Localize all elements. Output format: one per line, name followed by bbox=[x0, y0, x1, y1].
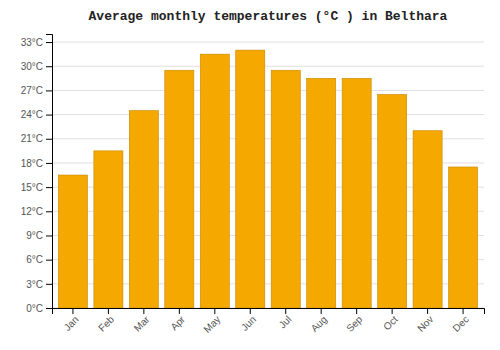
y-tick: 0°C bbox=[26, 303, 52, 314]
y-tick-label: 15°C bbox=[21, 182, 43, 193]
x-tick: Oct bbox=[381, 308, 400, 332]
y-tick-label: 21°C bbox=[21, 133, 43, 144]
x-tick-label: Sep bbox=[344, 313, 365, 334]
y-tick-mark bbox=[46, 115, 52, 116]
x-tick: Jul bbox=[277, 308, 294, 330]
x-tick-mark bbox=[427, 308, 428, 314]
y-tick-label: 9°C bbox=[26, 230, 43, 241]
bar bbox=[236, 50, 265, 308]
y-tick-mark bbox=[46, 42, 52, 43]
y-tick: 27°C bbox=[21, 85, 52, 96]
bar bbox=[307, 78, 336, 308]
y-tick: 30°C bbox=[21, 61, 52, 72]
x-tick-mark bbox=[463, 308, 464, 314]
x-tick: Sep bbox=[344, 308, 365, 334]
x-tick: Nov bbox=[415, 308, 435, 334]
y-tick-label: 27°C bbox=[21, 85, 43, 96]
y-tick-mark bbox=[46, 187, 52, 188]
x-tick-mark bbox=[72, 308, 73, 314]
y-tick-label: 3°C bbox=[26, 279, 43, 290]
x-tick-mark bbox=[250, 308, 251, 314]
x-tick-mark bbox=[214, 308, 215, 314]
y-tick-mark bbox=[46, 284, 52, 285]
x-tick-label: Feb bbox=[96, 313, 116, 333]
plot: 0°C 3°C 6°C 9°C 12°C 15°C 18°C 21°C 24°C 27°C 30°C… bbox=[21, 35, 485, 335]
y-tick: 15°C bbox=[21, 182, 52, 193]
y-tick-label: 0°C bbox=[26, 303, 43, 314]
title: Average monthly temperatures (°C ) in Be… bbox=[89, 9, 448, 24]
bar bbox=[413, 131, 442, 308]
x-axis-line bbox=[53, 309, 485, 315]
y-tick-mark bbox=[46, 66, 52, 67]
y-tick-label: 6°C bbox=[26, 254, 43, 265]
bar bbox=[58, 175, 87, 308]
x-tick-mark bbox=[356, 308, 357, 314]
y-axis-line bbox=[46, 35, 53, 309]
x-tick-mark bbox=[321, 308, 322, 314]
y-tick-label: 12°C bbox=[21, 206, 43, 217]
x-tick-label: Oct bbox=[381, 314, 400, 333]
y-tick-mark bbox=[46, 90, 52, 91]
y-tick: 24°C bbox=[21, 109, 52, 120]
y-tick-mark bbox=[46, 308, 52, 309]
y-tick-mark bbox=[46, 139, 52, 140]
x-tick-mark bbox=[108, 308, 109, 314]
y-tick: 18°C bbox=[21, 158, 52, 169]
x-tick-label: Jul bbox=[277, 314, 294, 331]
x-tick-label: Jan bbox=[62, 314, 81, 333]
bar bbox=[271, 70, 300, 308]
x-tick-mark bbox=[143, 308, 144, 314]
x-tick-mark bbox=[392, 308, 393, 314]
grid-line bbox=[52, 66, 484, 67]
x-tick: Aug bbox=[309, 308, 329, 334]
x-tick-label: Aug bbox=[309, 314, 329, 334]
y-tick: 9°C bbox=[26, 230, 52, 241]
y-tick-mark bbox=[46, 235, 52, 236]
x-tick-label: Nov bbox=[415, 314, 435, 334]
x-tick-label: Jun bbox=[239, 314, 258, 333]
y-tick-label: 18°C bbox=[21, 158, 43, 169]
x-tick-mark bbox=[285, 308, 286, 314]
y-tick: 3°C bbox=[26, 279, 52, 290]
grid-line bbox=[52, 90, 484, 91]
x-tick-mark bbox=[179, 308, 180, 314]
x-axis: Jan Feb Mar Apr May Jun Jul Aug Sep Oct Nov Dec bbox=[53, 308, 485, 335]
bars bbox=[58, 50, 477, 308]
bar bbox=[378, 94, 407, 308]
x-tick-label: Mar bbox=[132, 313, 152, 333]
x-tick: Feb bbox=[96, 308, 116, 334]
y-tick-mark bbox=[46, 211, 52, 212]
x-tick: Jan bbox=[62, 308, 81, 333]
y-tick-label: 24°C bbox=[21, 109, 43, 120]
chart: 0°C 3°C 6°C 9°C 12°C 15°C 18°C 21°C 24°C 27°C 30°C… bbox=[0, 0, 500, 350]
bar bbox=[129, 111, 158, 308]
x-tick: Dec bbox=[450, 308, 470, 334]
x-tick-label: Apr bbox=[168, 313, 187, 332]
bar bbox=[342, 78, 371, 308]
grid-line bbox=[52, 42, 484, 43]
bar bbox=[200, 54, 229, 308]
y-tick-mark bbox=[46, 163, 52, 164]
y-tick: 12°C bbox=[21, 206, 52, 217]
x-tick: Apr bbox=[168, 308, 187, 332]
x-tick: Mar bbox=[132, 308, 152, 334]
x-tick-label: May bbox=[201, 314, 222, 335]
grid bbox=[52, 42, 484, 308]
bar bbox=[165, 70, 194, 308]
y-tick: 21°C bbox=[21, 133, 52, 144]
x-tick: Jun bbox=[239, 308, 258, 333]
y-tick-mark bbox=[46, 260, 52, 261]
y-tick: 6°C bbox=[26, 254, 52, 265]
grid-line bbox=[52, 114, 484, 115]
x-tick: May bbox=[201, 308, 222, 335]
bar bbox=[94, 151, 123, 308]
y-tick-label: 33°C bbox=[21, 37, 43, 48]
y-axis: 0°C 3°C 6°C 9°C 12°C 15°C 18°C 21°C 24°C 27°C 30°C… bbox=[21, 35, 53, 314]
y-tick-label: 30°C bbox=[21, 61, 43, 72]
bar bbox=[449, 167, 478, 308]
x-tick-label: Dec bbox=[450, 314, 470, 334]
y-tick: 33°C bbox=[21, 37, 52, 48]
